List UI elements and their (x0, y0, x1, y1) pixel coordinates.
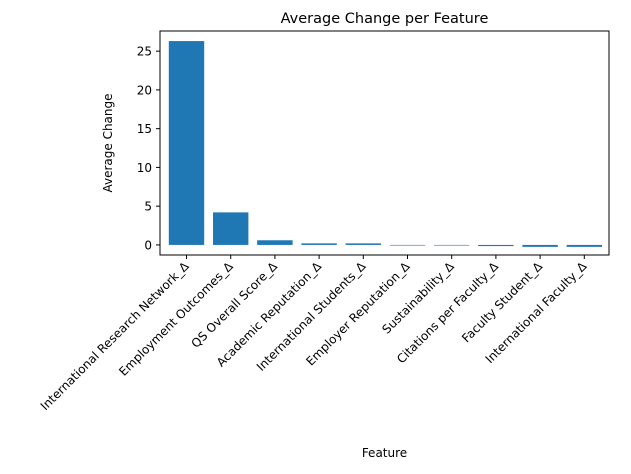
x-tick-label: Faculty Student_Δ (459, 259, 546, 346)
y-tick-label: 0 (144, 238, 152, 252)
bar (434, 244, 470, 246)
bar (213, 212, 249, 245)
bar (301, 243, 337, 245)
plot-frame (159, 30, 610, 256)
bar (566, 244, 602, 247)
chart-title: Average Change per Feature (281, 11, 489, 27)
bar (522, 244, 558, 247)
y-axis-label: Average Change (101, 93, 115, 192)
bar (478, 244, 514, 247)
bar (168, 41, 205, 245)
y-tick-label: 20 (137, 83, 152, 97)
y-tick-label: 10 (137, 161, 152, 175)
x-axis-label: Feature (362, 446, 407, 460)
x-tick-label: QS Overall Score_Δ (189, 259, 281, 351)
bars-layer (168, 41, 602, 247)
bar (389, 244, 426, 246)
bar (345, 243, 381, 245)
y-tick-label: 15 (137, 122, 152, 136)
y-axis: 0 5 10 15 20 25 (137, 45, 160, 252)
y-tick-label: 5 (144, 200, 152, 214)
x-axis: International Research Network_ΔEmployme… (38, 255, 590, 413)
y-tick-label: 25 (137, 45, 152, 59)
bar (257, 240, 293, 245)
